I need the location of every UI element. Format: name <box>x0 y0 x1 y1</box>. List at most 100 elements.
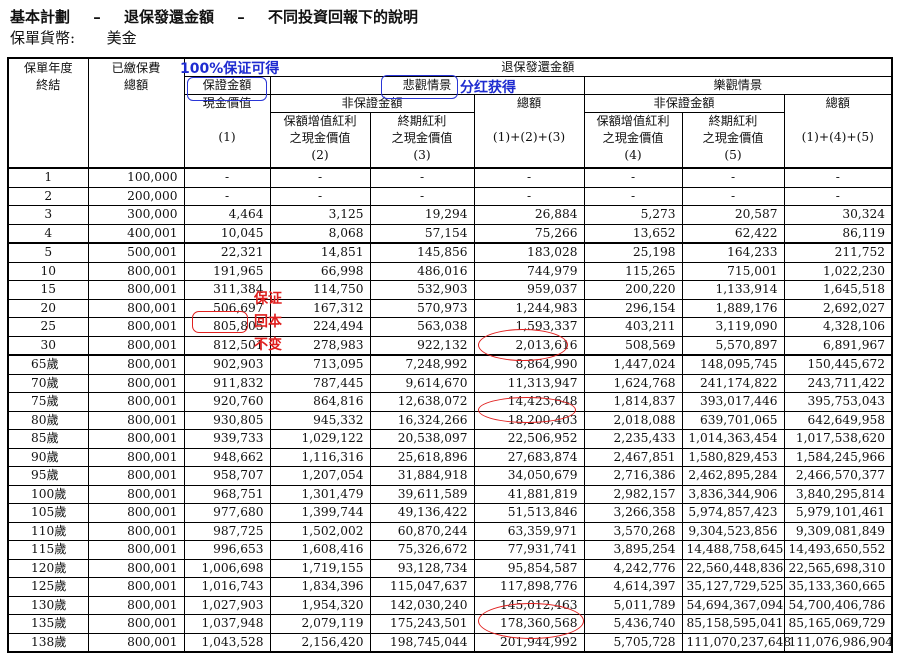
cell-rb-2: 4,242,776 <box>583 558 683 578</box>
cell-rb-1: 114,750 <box>269 280 371 300</box>
cell-total-2: 1,022,230 <box>783 261 893 281</box>
cell-tb-2: 54,694,367,094 <box>681 595 785 615</box>
cell-cash-value: - <box>183 186 271 206</box>
cell-rb-1: 713,095 <box>269 354 371 375</box>
table-row: 15 800,001 311,384 114,750 532,903 959,037 200… <box>7 280 893 300</box>
cell-rb-1: 1,116,316 <box>269 447 371 467</box>
table-row: 75歲 800,001 920,760 864,816 12,638,072 14,423… <box>7 392 893 412</box>
table-row: 120歲 800,001 1,006,698 1,719,155 93,128,734 9… <box>7 558 893 578</box>
cell-tb-2: 20,587 <box>681 205 785 225</box>
cell-paid: 800,001 <box>87 317 185 337</box>
cell-rb-1: 945,332 <box>269 410 371 430</box>
cell-rb-1: 2,156,420 <box>269 632 371 653</box>
cell-tb-2: 393,017,446 <box>681 392 785 412</box>
cell-paid: 800,001 <box>87 392 185 412</box>
cell-rb-2: 115,265 <box>583 261 683 281</box>
cell-cash-value: 1,037,948 <box>183 614 271 634</box>
cash-value-25-highlight <box>192 311 248 333</box>
cell-cash-value: 977,680 <box>183 503 271 523</box>
cell-total-1: 22,506,952 <box>473 429 585 449</box>
col-header-rb-1: 保額增值紅利 之現金價值 (2) <box>269 112 371 169</box>
pessimistic-highlight-box <box>381 75 458 99</box>
cell-paid: 800,001 <box>87 632 185 653</box>
surrender-value-table: 保單年度 終結 已繳保費 總額 退保發還金額 保證金額 悲觀情景 樂觀情景 現金… <box>7 57 893 653</box>
cell-tb-1: 31,884,918 <box>369 466 475 486</box>
cell-rb-2: 3,570,268 <box>583 521 683 541</box>
cell-tb-2: 111,070,237,648 <box>681 632 791 653</box>
cell-tb-2: 3,836,344,906 <box>681 484 785 504</box>
cell-rb-1: 2,079,119 <box>269 614 371 634</box>
cell-paid: 800,001 <box>87 521 185 541</box>
cell-rb-2: 4,614,397 <box>583 577 683 597</box>
table-row: 138歲 800,001 1,043,528 2,156,420 198,745,044… <box>7 632 893 653</box>
cell-year: 1 <box>7 167 89 188</box>
cell-paid: 800,001 <box>87 614 185 634</box>
cell-rb-2: 5,273 <box>583 205 683 225</box>
cell-cash-value: 987,725 <box>183 521 271 541</box>
cell-total-2: 54,700,406,786 <box>783 595 893 615</box>
guarantee-annotation: 100%保证可得 <box>180 61 280 77</box>
cell-total-2: 395,753,043 <box>783 392 893 412</box>
cell-tb-1: 486,016 <box>369 261 475 281</box>
cell-tb-2: 715,001 <box>681 261 785 281</box>
table-body: 1 100,000- - - - - - -2 200,000- - - - - - -3 300,000 4,… <box>7 167 893 653</box>
cell-year: 95歲 <box>7 466 89 486</box>
table-row: 4 400,001 10,045 8,068 57,154 75,266 13,652 62,… <box>7 223 893 244</box>
cell-cash-value: 968,751 <box>183 484 271 504</box>
col-header-rb-2: 保額增值紅利 之現金價值 (4) <box>583 112 683 169</box>
cell-cash-value: 1,043,528 <box>183 632 271 653</box>
cell-cash-value: - <box>183 167 271 188</box>
cell-year: 15 <box>7 280 89 300</box>
table-row: 10 800,001 191,965 66,998 486,016 744,979 115,… <box>7 261 893 281</box>
cell-total-1: 34,050,679 <box>473 466 585 486</box>
cell-tb-1: 60,870,244 <box>369 521 475 541</box>
cell-tb-1: 145,856 <box>369 242 475 263</box>
table-row: 130歲 800,001 1,027,903 1,954,320 142,030,240… <box>7 595 893 615</box>
cell-cash-value: 1,027,903 <box>183 595 271 615</box>
table-row: 20 800,001 506,697 167,312 570,973 1,244,983 2… <box>7 298 893 318</box>
col-header-total-1: 總額 (1)+(2)+(3) <box>473 94 585 169</box>
cell-tb-2: - <box>681 167 785 188</box>
cell-paid: 800,001 <box>87 540 185 560</box>
cell-paid: 500,001 <box>87 242 185 263</box>
cell-rb-1: 1,207,054 <box>269 466 371 486</box>
cell-total-1: 11,313,947 <box>473 373 585 393</box>
cell-tb-1: 57,154 <box>369 223 475 244</box>
cell-rb-1: 14,851 <box>269 242 371 263</box>
total-30-highlight <box>478 329 568 361</box>
cell-total-2: 642,649,958 <box>783 410 893 430</box>
cell-rb-1: - <box>269 167 371 188</box>
cell-total-1: 51,513,846 <box>473 503 585 523</box>
cell-year: 135歲 <box>7 614 89 634</box>
cell-year: 65歲 <box>7 354 89 375</box>
cell-tb-1: 16,324,266 <box>369 410 475 430</box>
cell-paid: 800,001 <box>87 595 185 615</box>
cell-cash-value: 22,321 <box>183 242 271 263</box>
table-row: 115歲 800,001 996,653 1,608,416 75,326,672 77,… <box>7 540 893 560</box>
cell-tb-1: 532,903 <box>369 280 475 300</box>
cell-year: 115歲 <box>7 540 89 560</box>
cell-tb-1: 9,614,670 <box>369 373 475 393</box>
cell-paid: 400,001 <box>87 223 185 244</box>
cell-rb-1: 1,502,002 <box>269 521 371 541</box>
table-row: 125歲 800,001 1,016,743 1,834,396 115,047,637… <box>7 577 893 597</box>
cell-year: 105歲 <box>7 503 89 523</box>
table-row: 85歲 800,001 939,733 1,029,122 20,538,097 22,5… <box>7 429 893 449</box>
cell-rb-1: 1,399,744 <box>269 503 371 523</box>
cell-total-2: 150,445,672 <box>783 354 893 375</box>
cell-tb-1: 19,294 <box>369 205 475 225</box>
cell-year: 4 <box>7 223 89 244</box>
cell-paid: 800,001 <box>87 558 185 578</box>
cell-paid: 800,001 <box>87 354 185 375</box>
cell-rb-2: 13,652 <box>583 223 683 244</box>
cell-rb-1: 787,445 <box>269 373 371 393</box>
cell-total-2: 86,119 <box>783 223 893 244</box>
cell-total-2: 6,891,967 <box>783 335 893 356</box>
table-row: 135歲 800,001 1,037,948 2,079,119 175,243,501… <box>7 614 893 634</box>
cell-rb-2: 2,982,157 <box>583 484 683 504</box>
cell-total-2: 30,324 <box>783 205 893 225</box>
currency-label: 保單貨幣: <box>10 29 76 47</box>
cell-total-2: 3,840,295,814 <box>783 484 893 504</box>
cell-total-1: 27,683,874 <box>473 447 585 467</box>
cell-tb-1: 12,638,072 <box>369 392 475 412</box>
